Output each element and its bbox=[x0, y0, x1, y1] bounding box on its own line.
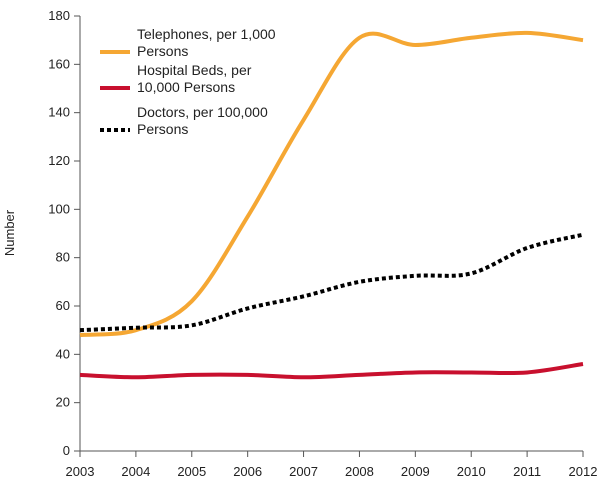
legend-label: Telephones, per 1,000 Persons bbox=[137, 26, 276, 59]
y-tick-label: 140 bbox=[48, 105, 70, 120]
line-series bbox=[79, 232, 584, 333]
y-tick-label: 80 bbox=[56, 250, 70, 265]
line-series bbox=[79, 362, 584, 380]
x-tick-label: 2006 bbox=[233, 464, 262, 479]
x-tick-label: 2003 bbox=[66, 464, 95, 479]
x-tick-label: 2012 bbox=[569, 464, 598, 479]
x-tick-label: 2007 bbox=[289, 464, 318, 479]
x-tick-label: 2009 bbox=[401, 464, 430, 479]
y-tick-label: 20 bbox=[56, 395, 70, 410]
line-series bbox=[79, 30, 584, 337]
y-tick-label: 100 bbox=[48, 201, 70, 216]
legend-label: Doctors, per 100,000 Persons bbox=[137, 104, 268, 137]
y-axis-label: Number bbox=[2, 209, 17, 256]
y-tick-label: 60 bbox=[56, 298, 70, 313]
y-tick-label: 0 bbox=[63, 443, 70, 458]
x-tick-label: 2011 bbox=[513, 464, 541, 479]
legend-label: Hospital Beds, per 10,000 Persons bbox=[137, 62, 252, 95]
x-tick-label: 2004 bbox=[121, 464, 150, 479]
x-tick-label: 2010 bbox=[457, 464, 486, 479]
x-tick-label: 2008 bbox=[345, 464, 374, 479]
x-tick-label: 2005 bbox=[177, 464, 206, 479]
y-tick-label: 160 bbox=[48, 56, 70, 71]
y-tick-label: 120 bbox=[48, 153, 70, 168]
y-tick-label: 180 bbox=[48, 8, 70, 23]
y-tick-label: 40 bbox=[56, 346, 70, 361]
